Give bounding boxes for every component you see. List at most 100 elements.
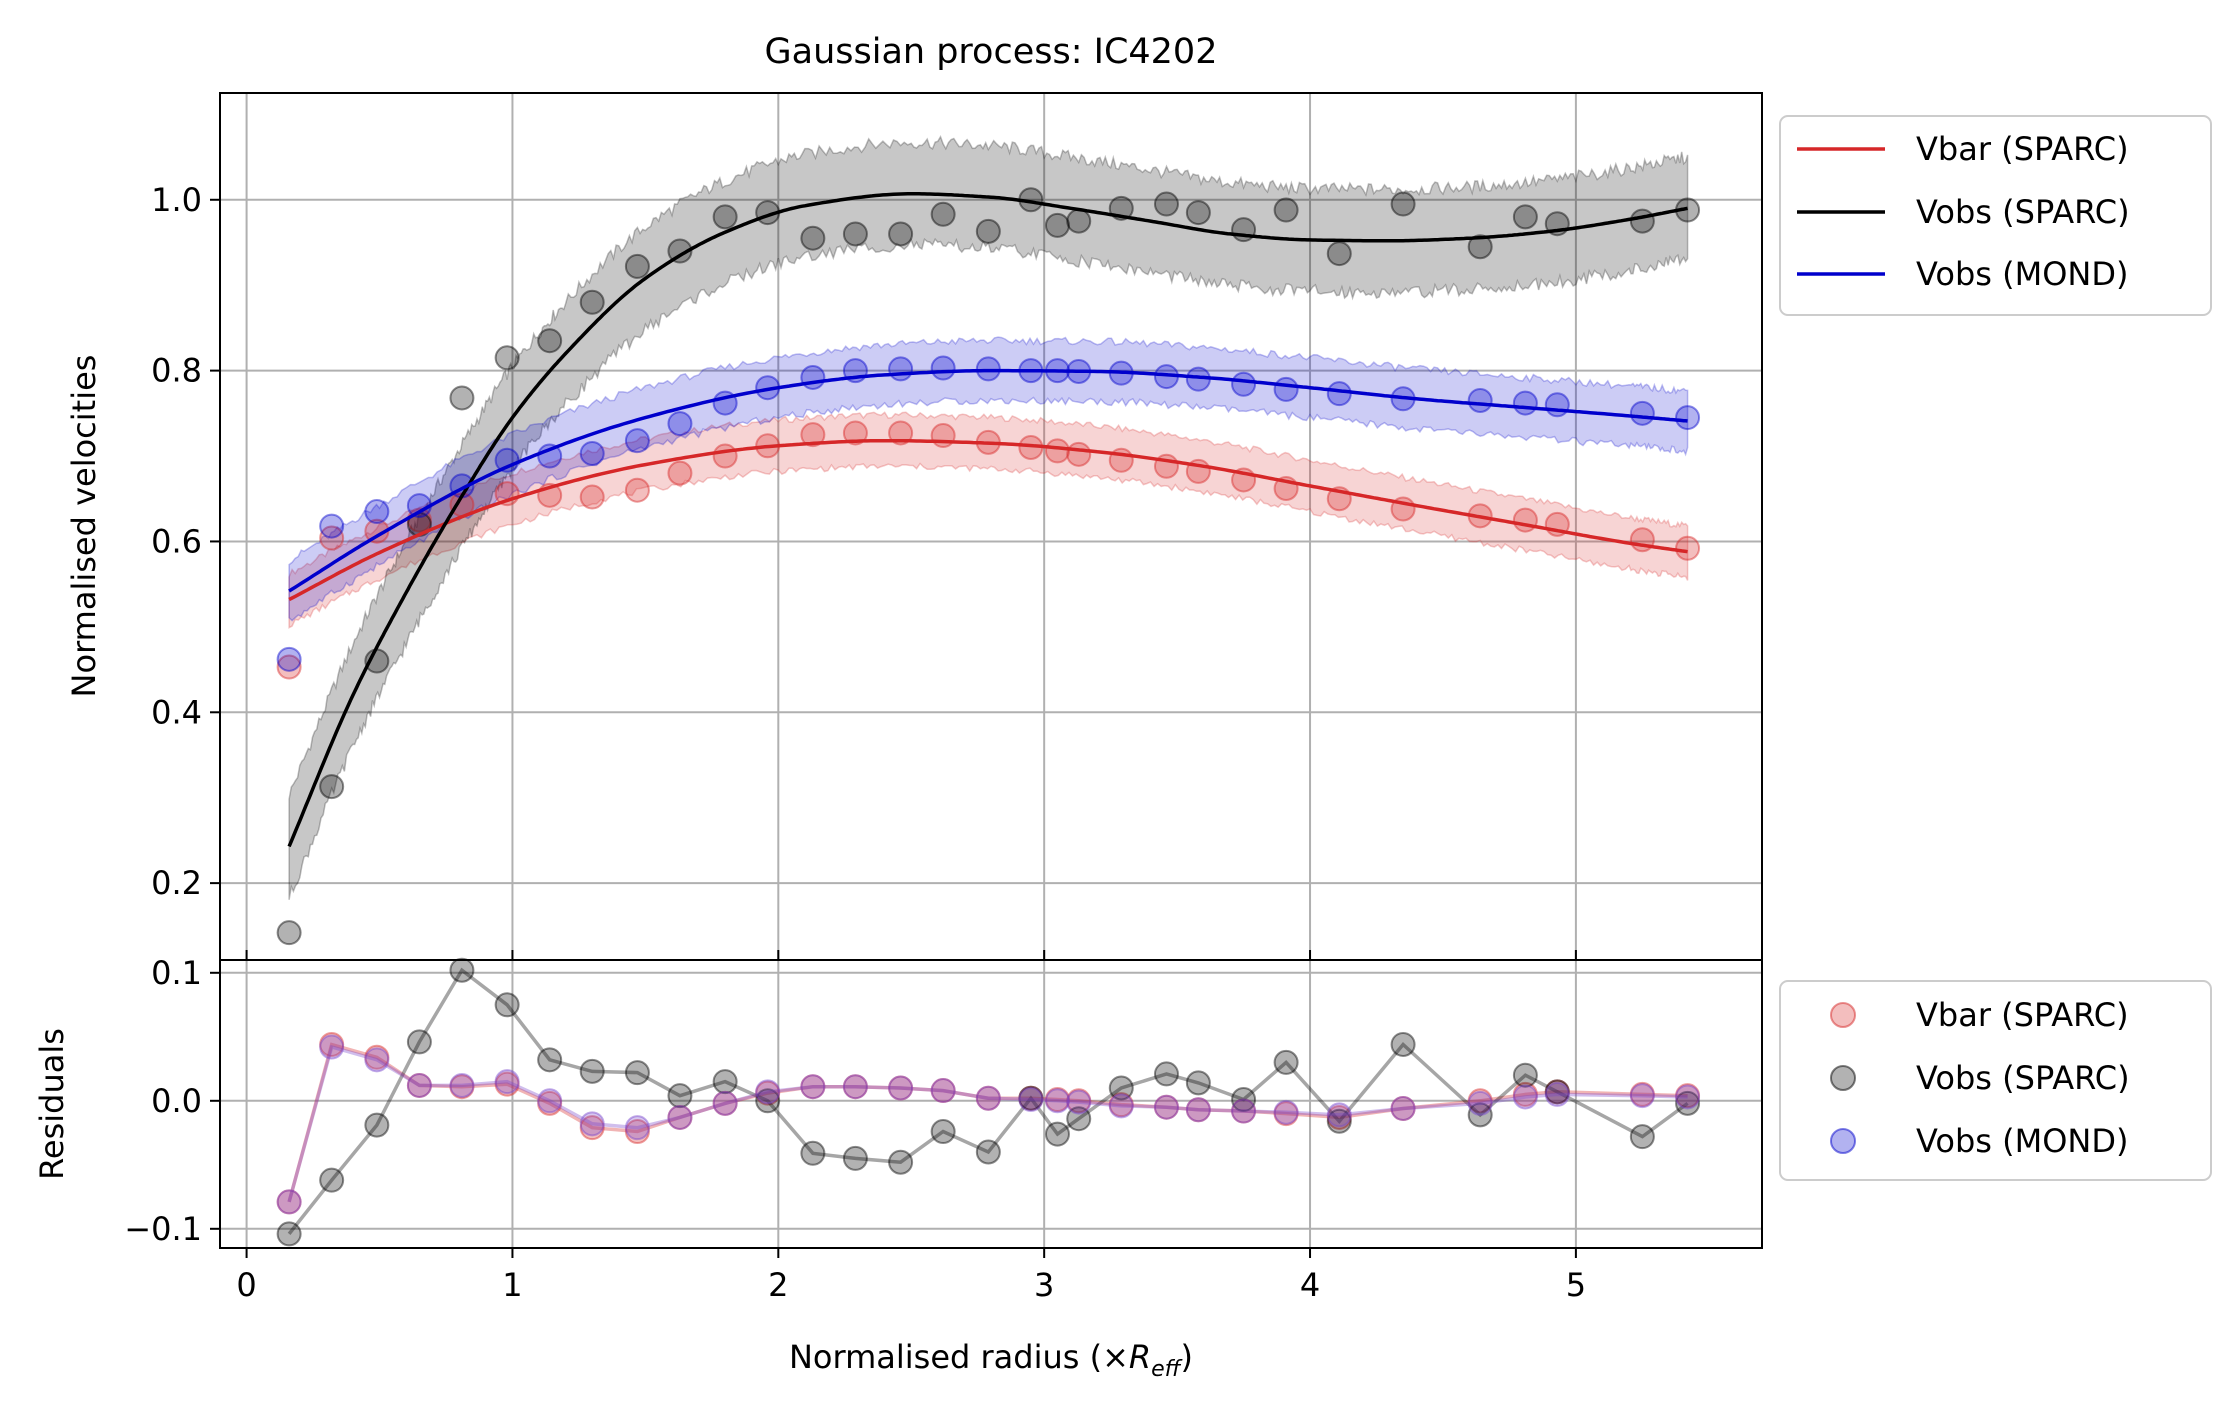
- legend-marker-vbar: [1830, 1002, 1856, 1028]
- x-tick-label: 3: [1034, 1266, 1054, 1304]
- residual-point-vobs: [1044, 1121, 1070, 1147]
- residual-point-vbar: [1390, 1095, 1416, 1121]
- residual-point-mond: [579, 1111, 605, 1137]
- legend-marker-vobs: [1830, 1065, 1856, 1091]
- residual-point-vobs: [1467, 1102, 1493, 1128]
- residual-point-vobs: [1512, 1062, 1538, 1088]
- residual-point-mond: [1675, 1084, 1701, 1110]
- residual-point-vobs: [800, 1140, 826, 1166]
- data-point-mond: [364, 499, 390, 525]
- data-point-vobs: [1467, 234, 1493, 260]
- residual-point-mond: [1390, 1095, 1416, 1121]
- data-point-vbar: [667, 460, 693, 486]
- legend-marker-label-vobs: Vobs (SPARC): [1916, 1059, 2130, 1097]
- residual-point-vbar: [842, 1074, 868, 1100]
- data-point-mond: [888, 356, 914, 382]
- data-point-mond: [1512, 390, 1538, 416]
- residual-point-vobs: [1018, 1085, 1044, 1111]
- residual-point-vobs: [712, 1069, 738, 1095]
- data-point-vobs: [1273, 197, 1299, 223]
- confidence-band-mond: [288, 336, 1689, 622]
- residual-point-vbar: [888, 1075, 914, 1101]
- residual-point-vbar: [930, 1078, 956, 1104]
- residual-point-vobs: [494, 992, 520, 1018]
- data-point-vobs: [1390, 191, 1416, 217]
- residual-point-vobs: [975, 1139, 1001, 1165]
- data-point-vbar: [842, 420, 868, 446]
- legend-marker-label-vbar: Vbar (SPARC): [1916, 996, 2129, 1034]
- residual-point-vbar: [1066, 1088, 1092, 1114]
- residual-point-mond: [1231, 1098, 1257, 1124]
- residual-point-vobs: [579, 1058, 605, 1084]
- residual-point-vobs: [624, 1060, 650, 1086]
- residual-point-vbar: [537, 1090, 563, 1116]
- residual-point-mond: [319, 1034, 345, 1060]
- residual-point-vbar: [1153, 1094, 1179, 1120]
- y-tick-label: 0.2: [151, 864, 202, 902]
- residual-point-mond: [1326, 1102, 1352, 1128]
- residual-y-tick-label: −0.1: [124, 1210, 202, 1248]
- residual-point-vobs: [319, 1167, 345, 1193]
- data-point-vobs: [1153, 191, 1179, 217]
- residual-point-mond: [1544, 1081, 1570, 1107]
- data-point-mond: [1467, 388, 1493, 414]
- residual-point-vobs: [667, 1083, 693, 1109]
- residual-point-vbar: [406, 1072, 432, 1098]
- data-point-vobs: [1044, 212, 1070, 238]
- line-legend: Vbar (SPARC) Vobs (SPARC) Vobs (MOND): [1779, 115, 2212, 316]
- y-tick-label: 0.4: [151, 693, 202, 731]
- residuals-y-axis-label: Residuals: [33, 1028, 71, 1180]
- data-point-vbar: [1512, 507, 1538, 533]
- residual-point-vobs: [406, 1029, 432, 1055]
- residual-point-vbar: [1185, 1097, 1211, 1123]
- y-tick-label: 0.8: [151, 352, 202, 390]
- residual-point-mond: [364, 1047, 390, 1073]
- residual-point-vbar: [800, 1074, 826, 1100]
- data-point-vobs: [1185, 200, 1211, 226]
- residual-point-mond: [494, 1069, 520, 1095]
- residual-point-mond: [667, 1104, 693, 1130]
- data-point-vobs: [800, 225, 826, 251]
- chart-title: Gaussian process: IC4202: [765, 32, 1218, 72]
- legend-label-vbar: Vbar (SPARC): [1916, 130, 2129, 168]
- x-axis-label: Normalised radius (×Reff): [789, 1338, 1193, 1382]
- data-point-vobs: [667, 238, 693, 264]
- data-point-vobs: [1629, 208, 1655, 234]
- data-point-mond: [319, 513, 345, 539]
- residual-point-vobs: [364, 1112, 390, 1138]
- residual-point-vobs: [1185, 1070, 1211, 1096]
- residual-point-vbar: [579, 1115, 605, 1141]
- residual-point-mond: [975, 1085, 1001, 1111]
- data-point-vobs: [449, 385, 475, 411]
- residual-point-mond: [1153, 1094, 1179, 1120]
- residual-point-vbar: [1044, 1087, 1070, 1113]
- data-point-vobs: [624, 253, 650, 279]
- data-point-vobs: [975, 218, 1001, 244]
- residual-point-mond: [1273, 1099, 1299, 1125]
- data-point-vobs: [888, 221, 914, 247]
- residual-point-mond: [406, 1072, 432, 1098]
- data-point-vobs: [494, 345, 520, 371]
- data-point-mond: [276, 646, 302, 672]
- residuals-panel-frame: [219, 959, 1763, 1249]
- residual-point-mond: [1018, 1087, 1044, 1113]
- residual-point-vbar: [1512, 1081, 1538, 1107]
- residual-point-vbar: [1326, 1104, 1352, 1130]
- residual-point-vbar: [1018, 1085, 1044, 1111]
- x-tick-label: 4: [1300, 1266, 1320, 1304]
- residual-point-mond: [1467, 1090, 1493, 1116]
- data-point-vbar: [712, 443, 738, 469]
- residual-point-mond: [1044, 1088, 1070, 1114]
- residual-point-vbar: [975, 1085, 1001, 1111]
- data-point-vobs: [842, 221, 868, 247]
- residual-point-mond: [276, 1189, 302, 1215]
- legend-label-mond: Vobs (MOND): [1916, 255, 2128, 293]
- residual-point-vbar: [1544, 1079, 1570, 1105]
- x-ticks: 0 1 2 3 4 5: [236, 950, 1586, 1304]
- residual-point-mond: [1066, 1089, 1092, 1115]
- data-point-vobs: [1512, 204, 1538, 230]
- data-point-mond: [800, 364, 826, 390]
- residual-point-vobs: [1108, 1075, 1134, 1101]
- x-tick-label: 0: [236, 1266, 256, 1304]
